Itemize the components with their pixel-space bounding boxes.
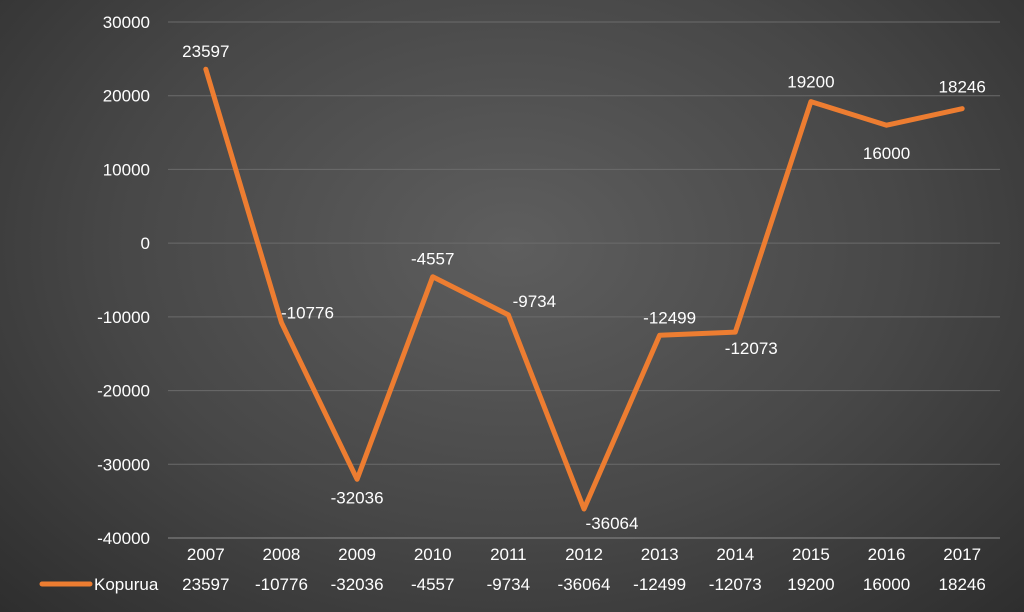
data-label: -4557 bbox=[411, 250, 454, 269]
table-value: -12499 bbox=[633, 575, 686, 594]
x-tick-label: 2016 bbox=[868, 545, 906, 564]
series-kopurua bbox=[203, 66, 965, 512]
data-label: -12073 bbox=[725, 339, 778, 358]
data-label: -12499 bbox=[643, 308, 696, 327]
table-value: 19200 bbox=[787, 575, 834, 594]
data-label: 18246 bbox=[939, 78, 986, 97]
legend-label: Kopurua bbox=[94, 575, 159, 594]
data-label: 19200 bbox=[787, 73, 834, 92]
data-label: -36064 bbox=[586, 514, 639, 533]
x-tick-label: 2009 bbox=[338, 545, 376, 564]
x-tick-label: 2007 bbox=[187, 545, 225, 564]
data-label: 23597 bbox=[182, 42, 229, 61]
x-tick-label: 2014 bbox=[716, 545, 754, 564]
table-value: 23597 bbox=[182, 575, 229, 594]
data-table: Kopurua 23597 -10776 -32036 -4557 -9734 -3606… bbox=[39, 575, 986, 594]
table-value: -4557 bbox=[411, 575, 454, 594]
table-value: 18246 bbox=[939, 575, 986, 594]
y-tick-label: -10000 bbox=[97, 308, 150, 327]
x-tick-label: 2013 bbox=[641, 545, 679, 564]
x-tick-label: 2010 bbox=[414, 545, 452, 564]
data-label: -10776 bbox=[281, 304, 334, 323]
y-tick-label: 10000 bbox=[103, 160, 150, 179]
y-tick-label: 20000 bbox=[103, 87, 150, 106]
y-tick-label: 0 bbox=[141, 234, 150, 253]
x-tick-label: 2012 bbox=[565, 545, 603, 564]
table-value: 16000 bbox=[863, 575, 910, 594]
x-axis: 2007 2008 2009 2010 2011 2012 2013 2014 2015 2016… bbox=[187, 545, 981, 564]
series-line bbox=[203, 66, 965, 512]
y-tick-label: -20000 bbox=[97, 382, 150, 401]
x-tick-label: 2017 bbox=[943, 545, 981, 564]
table-value: -12073 bbox=[709, 575, 762, 594]
y-tick-label: -40000 bbox=[97, 529, 150, 548]
table-value: -10776 bbox=[255, 575, 308, 594]
x-tick-label: 2011 bbox=[490, 545, 527, 564]
data-label: -9734 bbox=[513, 292, 556, 311]
x-tick-label: 2015 bbox=[792, 545, 830, 564]
y-tick-label: -30000 bbox=[97, 455, 150, 474]
data-labels: 23597 -10776 -32036 -4557 -9734 -36064 -12499 -… bbox=[182, 42, 986, 533]
legend-entry: Kopurua bbox=[39, 575, 159, 594]
table-value: -32036 bbox=[331, 575, 384, 594]
gridlines bbox=[168, 21, 1000, 539]
table-value: -9734 bbox=[487, 575, 530, 594]
y-axis: 30000 20000 10000 0 -10000 -20000 -30000 -40000 bbox=[97, 13, 150, 548]
y-tick-label: 30000 bbox=[103, 13, 150, 32]
x-tick-label: 2008 bbox=[263, 545, 301, 564]
table-value: -36064 bbox=[558, 575, 611, 594]
data-label: 16000 bbox=[863, 144, 910, 163]
data-label: -32036 bbox=[331, 488, 384, 507]
